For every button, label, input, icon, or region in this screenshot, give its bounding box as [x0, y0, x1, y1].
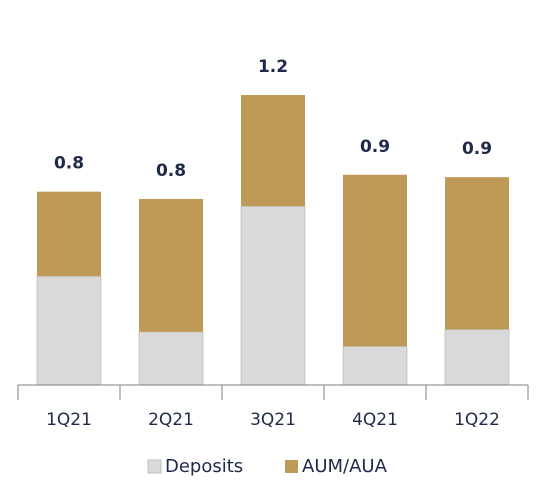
bar-segment [240, 205, 306, 386]
legend-swatch [285, 460, 298, 473]
x-tick-label: 2Q21 [148, 410, 194, 430]
bar-segment [342, 345, 408, 386]
x-tick-label: 4Q21 [352, 410, 398, 430]
legend-label: Deposits [165, 456, 243, 477]
bar-segment [139, 198, 203, 332]
bar-segment [36, 275, 102, 386]
total-label: 1.2 [258, 57, 288, 77]
total-label: 0.9 [462, 139, 492, 159]
bar-segment [444, 329, 510, 386]
bar-segment [343, 174, 407, 347]
bar-segment [241, 95, 305, 207]
legend-swatch [147, 459, 162, 474]
bar-segment [138, 331, 204, 386]
total-label: 0.8 [54, 154, 84, 174]
bar-segment [37, 191, 101, 277]
x-tick-label: 1Q21 [46, 410, 92, 430]
bar-segment [445, 177, 509, 330]
total-label: 0.8 [156, 161, 186, 181]
x-tick-label: 3Q21 [250, 410, 296, 430]
x-tick-label: 1Q22 [454, 410, 500, 430]
total-label: 0.9 [360, 137, 390, 157]
legend-label: AUM/AUA [302, 456, 388, 477]
